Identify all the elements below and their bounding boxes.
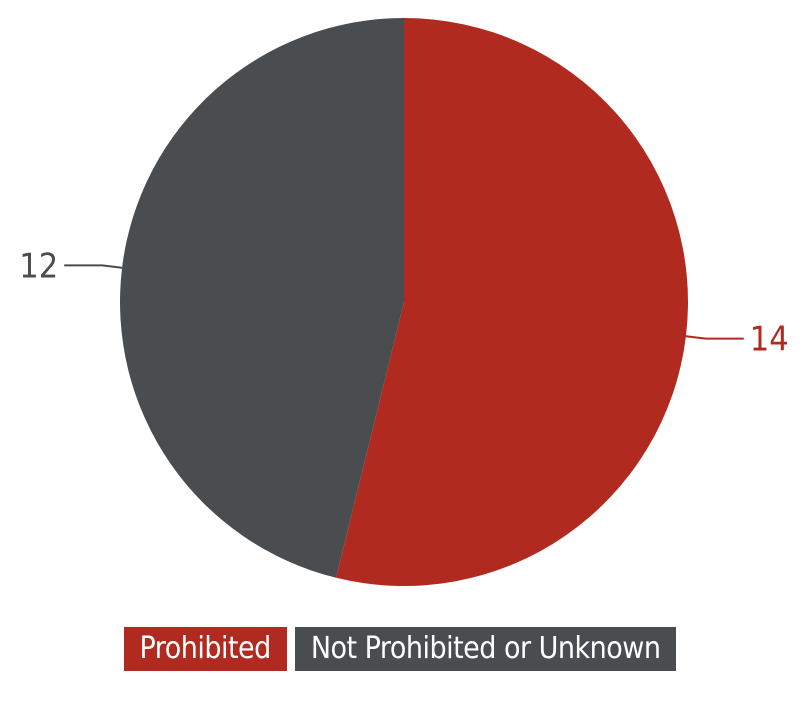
leader-line-1 bbox=[64, 264, 123, 269]
pie-chart: 14 12 bbox=[19, 18, 789, 586]
legend: Prohibited Not Prohibited or Unknown bbox=[0, 627, 800, 671]
leader-line-0 bbox=[685, 335, 744, 340]
pie-slice-not-prohibited-or-unknown bbox=[120, 18, 404, 578]
legend-item-prohibited: Prohibited bbox=[123, 627, 287, 671]
data-label-0: 14 bbox=[750, 320, 789, 360]
legend-item-not-prohibited-or-unknown: Not Prohibited or Unknown bbox=[294, 627, 677, 671]
data-label-1: 12 bbox=[19, 246, 58, 286]
pie-slice-prohibited bbox=[336, 18, 689, 586]
